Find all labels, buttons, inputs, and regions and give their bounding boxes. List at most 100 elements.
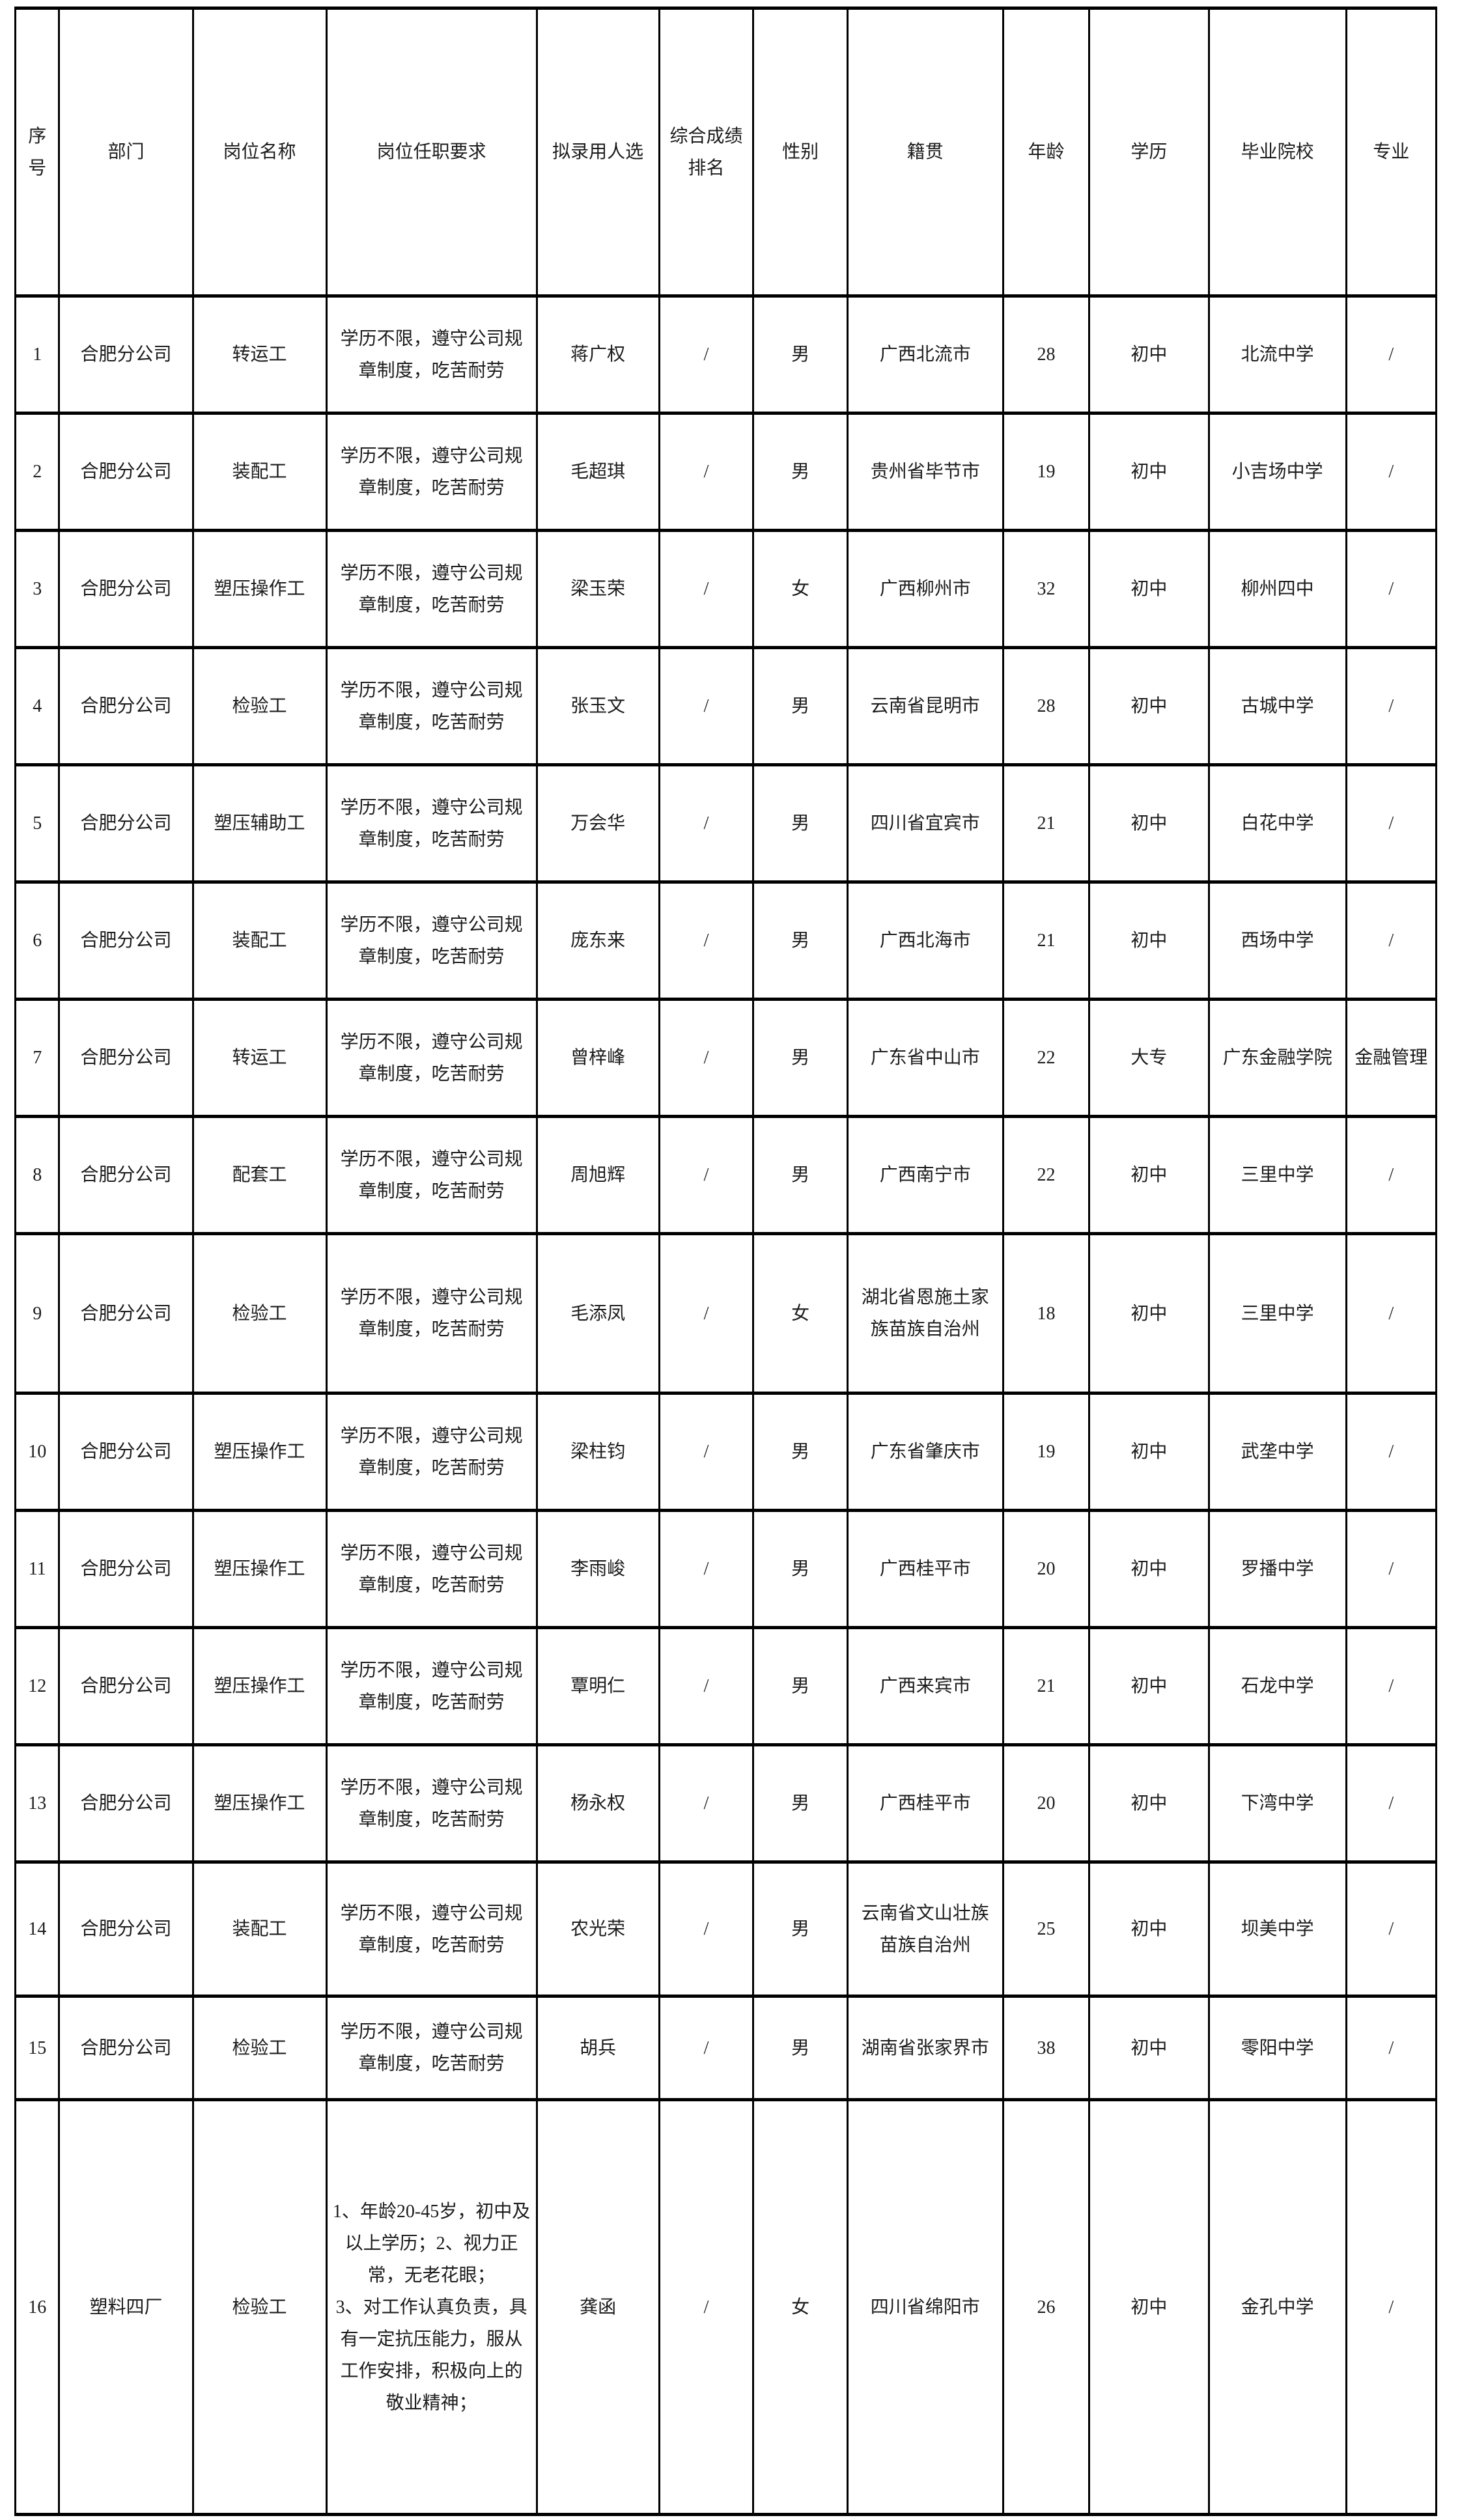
table-cell: 塑压操作工 bbox=[191, 1626, 328, 1746]
table-cell: 四川省绵阳市 bbox=[846, 2098, 1004, 2516]
table-row: 5 合肥分公司 塑压辅助工 学历不限，遵守公司规章制度，吃苦耐劳 万会华 / 男四川省宜宾市… bbox=[14, 763, 1438, 884]
header-cell-5: 综合成绩排名 bbox=[658, 7, 755, 298]
table-cell: 学历不限，遵守公司规章制度，吃苦耐劳 bbox=[325, 294, 538, 415]
table-row: 16 塑料四厂 检验工 1、年龄20-45岁，初中及以上学历；2、视力正常，无老花眼；… bbox=[14, 2098, 1438, 2516]
table-cell: / bbox=[658, 1995, 755, 2101]
table-cell: 学历不限，遵守公司规章制度，吃苦耐劳 bbox=[325, 763, 538, 884]
table-cell: / bbox=[1345, 1743, 1438, 1864]
table-cell: 22 bbox=[1002, 1115, 1091, 1235]
table-cell: 7 bbox=[14, 998, 61, 1118]
table-cell: 石龙中学 bbox=[1207, 1626, 1347, 1746]
table-row: 15 合肥分公司 检验工 学历不限，遵守公司规章制度，吃苦耐劳 胡兵 / 男湖南省张家界市 3… bbox=[14, 1995, 1438, 2101]
table-cell: 农光荣 bbox=[535, 1860, 660, 1998]
table-cell: 广西桂平市 bbox=[846, 1509, 1004, 1629]
table-cell: 初中 bbox=[1088, 529, 1210, 649]
table-cell: 9 bbox=[14, 1232, 61, 1395]
header-cell-7: 籍贯 bbox=[846, 7, 1004, 298]
table-body: 1 合肥分公司 转运工 学历不限，遵守公司规章制度，吃苦耐劳 蒋广权 / 男广西北流市 28 初… bbox=[14, 294, 1438, 2516]
table-cell: 装配工 bbox=[191, 880, 328, 1001]
table-cell: / bbox=[1345, 1115, 1438, 1235]
table-cell: 初中 bbox=[1088, 294, 1210, 415]
table-cell: / bbox=[1345, 1509, 1438, 1629]
table-cell: 5 bbox=[14, 763, 61, 884]
table-cell: 曾梓峰 bbox=[535, 998, 660, 1118]
table-cell: 男 bbox=[752, 1509, 849, 1629]
table-cell: 初中 bbox=[1088, 1626, 1210, 1746]
table-cell: 毛添凤 bbox=[535, 1232, 660, 1395]
table-cell: 合肥分公司 bbox=[58, 294, 194, 415]
table-cell: 女 bbox=[752, 2098, 849, 2516]
table-cell: 合肥分公司 bbox=[58, 1392, 194, 1512]
table-cell: 男 bbox=[752, 1115, 849, 1235]
table-cell: / bbox=[658, 1115, 755, 1235]
table-cell: 合肥分公司 bbox=[58, 1860, 194, 1998]
table-cell: 合肥分公司 bbox=[58, 998, 194, 1118]
table-cell: 男 bbox=[752, 1995, 849, 2101]
table-cell: / bbox=[658, 880, 755, 1001]
table-cell: 广东金融学院 bbox=[1207, 998, 1347, 1118]
table-cell: 李雨峻 bbox=[535, 1509, 660, 1629]
table-cell: 合肥分公司 bbox=[58, 1115, 194, 1235]
table-cell: 学历不限，遵守公司规章制度，吃苦耐劳 bbox=[325, 1743, 538, 1864]
table-cell: 初中 bbox=[1088, 1115, 1210, 1235]
table-cell: 19 bbox=[1002, 412, 1091, 532]
table-cell: 检验工 bbox=[191, 646, 328, 766]
table-cell: 学历不限，遵守公司规章制度，吃苦耐劳 bbox=[325, 1995, 538, 2101]
table-cell: 2 bbox=[14, 412, 61, 532]
table-cell: 梁柱钧 bbox=[535, 1392, 660, 1512]
table-cell: 广西桂平市 bbox=[846, 1743, 1004, 1864]
table-cell: 蒋广权 bbox=[535, 294, 660, 415]
table-row: 11 合肥分公司 塑压操作工 学历不限，遵守公司规章制度，吃苦耐劳 李雨峻 / 男广西桂平市… bbox=[14, 1509, 1438, 1629]
header-row: 序号 部门 岗位名称 岗位任职要求 拟录用人选 综合成绩排名 性别 籍贯 年龄 学历 毕业院校 专业 bbox=[14, 7, 1438, 298]
table-cell: 塑压操作工 bbox=[191, 1509, 328, 1629]
table-cell: 男 bbox=[752, 646, 849, 766]
table-cell: / bbox=[1345, 763, 1438, 884]
table-cell: 男 bbox=[752, 294, 849, 415]
table-row: 13 合肥分公司 塑压操作工 学历不限，遵守公司规章制度，吃苦耐劳 杨永权 / 男广西桂平市… bbox=[14, 1743, 1438, 1864]
table-cell: 庞东来 bbox=[535, 880, 660, 1001]
table-cell: 16 bbox=[14, 2098, 61, 2516]
table-cell: 38 bbox=[1002, 1995, 1091, 2101]
table-cell: 男 bbox=[752, 1860, 849, 1998]
table-cell: 13 bbox=[14, 1743, 61, 1864]
header-cell-11: 专业 bbox=[1345, 7, 1438, 298]
table-cell: 学历不限，遵守公司规章制度，吃苦耐劳 bbox=[325, 880, 538, 1001]
table-cell: 张玉文 bbox=[535, 646, 660, 766]
table-cell: 毛超琪 bbox=[535, 412, 660, 532]
table-cell: 男 bbox=[752, 1743, 849, 1864]
table-cell: 21 bbox=[1002, 1626, 1091, 1746]
table-cell: 装配工 bbox=[191, 1860, 328, 1998]
table-cell: 云南省文山壮族苗族自治州 bbox=[846, 1860, 1004, 1998]
table-cell: 8 bbox=[14, 1115, 61, 1235]
table-cell: / bbox=[658, 412, 755, 532]
table-cell: 覃明仁 bbox=[535, 1626, 660, 1746]
table-cell: / bbox=[1345, 2098, 1438, 2516]
table-cell: 26 bbox=[1002, 2098, 1091, 2516]
table-cell: / bbox=[1345, 1392, 1438, 1512]
table-cell: 古城中学 bbox=[1207, 646, 1347, 766]
table-cell: 三里中学 bbox=[1207, 1115, 1347, 1235]
table-cell: 20 bbox=[1002, 1743, 1091, 1864]
table-cell: 男 bbox=[752, 1392, 849, 1512]
header-cell-1: 部门 bbox=[58, 7, 194, 298]
table-cell: 小吉场中学 bbox=[1207, 412, 1347, 532]
table-cell: 云南省昆明市 bbox=[846, 646, 1004, 766]
table-header: 序号 部门 岗位名称 岗位任职要求 拟录用人选 综合成绩排名 性别 籍贯 年龄 学历 毕业院校 专业 bbox=[14, 7, 1438, 298]
table-cell: 广西北海市 bbox=[846, 880, 1004, 1001]
table-cell: / bbox=[658, 1860, 755, 1998]
table-cell: 28 bbox=[1002, 294, 1091, 415]
table-cell: / bbox=[1345, 412, 1438, 532]
table-cell: 检验工 bbox=[191, 1232, 328, 1395]
table-cell: 学历不限，遵守公司规章制度，吃苦耐劳 bbox=[325, 646, 538, 766]
table-cell: 21 bbox=[1002, 763, 1091, 884]
table-cell: 杨永权 bbox=[535, 1743, 660, 1864]
table-row: 12 合肥分公司 塑压操作工 学历不限，遵守公司规章制度，吃苦耐劳 覃明仁 / 男广西来宾市… bbox=[14, 1626, 1438, 1746]
table-cell: / bbox=[658, 2098, 755, 2516]
table-cell: 广东省肇庆市 bbox=[846, 1392, 1004, 1512]
table-cell: / bbox=[658, 1232, 755, 1395]
table-cell: 塑料四厂 bbox=[58, 2098, 194, 2516]
table-cell: 湖北省恩施土家族苗族自治州 bbox=[846, 1232, 1004, 1395]
table-cell: 32 bbox=[1002, 529, 1091, 649]
table-cell: 25 bbox=[1002, 1860, 1091, 1998]
table-cell: 合肥分公司 bbox=[58, 412, 194, 532]
